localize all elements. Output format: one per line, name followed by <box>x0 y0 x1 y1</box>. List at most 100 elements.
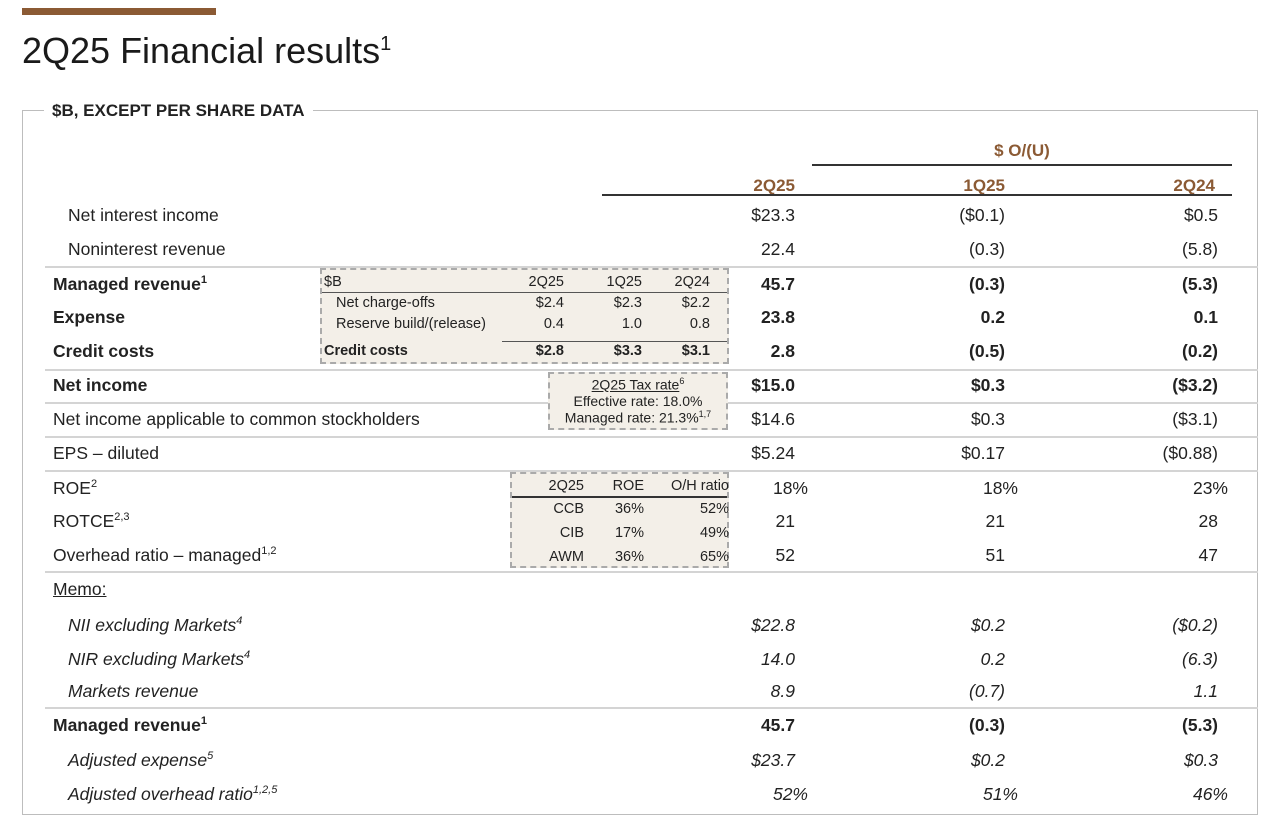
credit-box-value: $3.3 <box>613 343 642 359</box>
value-1q25-variance: 18% <box>982 478 1018 498</box>
value-1q25-variance: 51 <box>985 545 1005 565</box>
value-2q24-variance: (5.3) <box>1182 715 1218 735</box>
row-label: Memo: <box>53 579 107 599</box>
row-divider <box>45 266 1258 268</box>
value-2q24-variance: 28 <box>1198 511 1218 531</box>
table-row: Net interest income $23.3 ($0.1) $0.5 <box>0 201 1280 231</box>
credit-box-label: Reserve build/(release) <box>336 316 486 332</box>
table-row: NII excluding Markets4 $22.8 $0.2 ($0.2) <box>0 611 1280 641</box>
row-label: ROTCE2,3 <box>53 511 130 531</box>
value-2q25: 23.8 <box>760 307 795 327</box>
row-divider <box>45 369 1258 371</box>
value-1q25-variance: 0.2 <box>980 307 1005 327</box>
row-label: Markets revenue <box>68 681 199 701</box>
roe-box-header: O/H ratio <box>670 478 729 494</box>
value-1q25-variance: (0.3) <box>969 239 1005 259</box>
value-2q25: 14.0 <box>760 649 795 669</box>
row-label: Net income <box>53 375 148 395</box>
value-2q25: 22.4 <box>760 239 795 259</box>
table-row: ROTCE2,3 21 21 28 <box>0 507 1280 537</box>
value-2q24-variance: (6.3) <box>1182 649 1218 669</box>
value-2q25: 18% <box>772 478 808 498</box>
table-row: NIR excluding Markets4 14.0 0.2 (6.3) <box>0 645 1280 675</box>
value-1q25-variance: (0.7) <box>969 681 1005 701</box>
row-divider <box>45 436 1258 438</box>
value-2q25: $14.6 <box>751 409 795 429</box>
page-title: 2Q25 Financial results1 <box>22 30 392 71</box>
value-2q25: 8.9 <box>770 681 795 701</box>
row-label: Adjusted expense5 <box>68 750 214 770</box>
table-row: EPS – diluted $5.24 $0.17 ($0.88) <box>0 439 1280 469</box>
table-row: Overhead ratio – managed1,2 52 51 47 <box>0 541 1280 571</box>
segment-value: 36% <box>614 549 644 565</box>
credit-box-value: $3.1 <box>681 343 710 359</box>
value-2q25: 21 <box>775 511 795 531</box>
value-2q25: 52 <box>775 545 795 565</box>
value-2q25: $23.7 <box>751 750 795 770</box>
row-label: ROE2 <box>53 478 98 498</box>
table-row: Managed revenue1 45.7 (0.3) (5.3) <box>0 711 1280 741</box>
value-2q24-variance: ($3.1) <box>1172 409 1218 429</box>
value-2q24-variance: (0.2) <box>1182 341 1218 361</box>
header-rule <box>602 194 1232 196</box>
row-label: Net income applicable to common stockhol… <box>53 409 420 429</box>
col-header-2q24: 2Q24 <box>1173 176 1215 195</box>
row-label: Credit costs <box>53 341 155 361</box>
row-label: NIR excluding Markets4 <box>68 649 251 669</box>
value-2q25: $5.24 <box>751 443 795 463</box>
units-subtitle: $B, EXCEPT PER SHARE DATA <box>44 101 313 121</box>
value-2q25: $22.8 <box>751 615 795 635</box>
value-1q25-variance: (0.3) <box>969 274 1005 294</box>
value-2q24-variance: 47 <box>1198 545 1218 565</box>
tax-rate-title: 2Q25 Tax rate <box>591 376 680 393</box>
segment-name: CIB <box>559 525 584 541</box>
value-1q25-variance: 21 <box>985 511 1005 531</box>
table-row: Expense 23.8 0.2 0.1 <box>0 303 1280 333</box>
table-row: Noninterest revenue 22.4 (0.3) (5.8) <box>0 235 1280 265</box>
roe-box-header: 2Q25 <box>548 478 584 494</box>
segment-value: 52% <box>699 501 729 517</box>
value-1q25-variance: $0.3 <box>970 375 1005 395</box>
table-row: Memo: <box>0 575 1280 605</box>
value-1q25-variance: $0.2 <box>970 615 1005 635</box>
credit-costs-box: $B 2Q25 1Q25 2Q24 Net charge-offs $2.4 $2.3 $2.… <box>320 268 729 364</box>
table-row: Managed revenue1 45.7 (0.3) (5.3) <box>0 270 1280 300</box>
row-label: Managed revenue1 <box>53 715 207 735</box>
value-1q25-variance: (0.3) <box>969 715 1005 735</box>
credit-box-header: 2Q25 <box>528 274 564 290</box>
value-2q24-variance: 0.1 <box>1193 307 1218 327</box>
row-label: Overhead ratio – managed1,2 <box>53 545 277 565</box>
credit-box-label: Net charge-offs <box>336 295 435 311</box>
row-label: Net interest income <box>68 205 219 225</box>
value-2q24-variance: 23% <box>1192 478 1228 498</box>
table-row: Credit costs 2.8 (0.5) (0.2) <box>0 337 1280 367</box>
tax-rate-box: 2Q25 Tax rate6 Effective rate: 18.0% Man… <box>548 372 728 430</box>
variance-header: $ O/(U) <box>812 141 1232 166</box>
segment-name: AWM <box>549 549 584 565</box>
row-label: Noninterest revenue <box>68 239 226 259</box>
row-label: EPS – diluted <box>53 443 160 463</box>
value-2q25: 45.7 <box>760 274 795 294</box>
value-1q25-variance: $0.2 <box>970 750 1005 770</box>
value-1q25-variance: $0.17 <box>961 443 1005 463</box>
value-1q25-variance: ($0.1) <box>959 205 1005 225</box>
col-header-1q25: 1Q25 <box>963 176 1005 195</box>
value-2q24-variance: 46% <box>1192 784 1228 804</box>
value-2q24-variance: $0.3 <box>1183 750 1218 770</box>
row-label: Managed revenue1 <box>53 274 207 294</box>
credit-box-value: $2.8 <box>535 343 564 359</box>
row-divider <box>45 470 1258 472</box>
row-divider <box>45 571 1258 573</box>
table-row: ROE2 18% 18% 23% <box>0 474 1280 504</box>
results-frame <box>22 110 1258 815</box>
segment-value: 49% <box>699 525 729 541</box>
credit-box-header: 1Q25 <box>606 274 642 290</box>
row-label: NII excluding Markets4 <box>68 615 243 635</box>
credit-box-value: $2.2 <box>681 295 710 311</box>
table-row: Adjusted expense5 $23.7 $0.2 $0.3 <box>0 746 1280 776</box>
segment-value: 17% <box>614 525 644 541</box>
credit-box-value: 1.0 <box>621 316 642 332</box>
table-row: Adjusted overhead ratio1,2,5 52% 51% 46% <box>0 780 1280 810</box>
roe-box-header: ROE <box>612 478 644 494</box>
credit-box-header: 2Q24 <box>674 274 710 290</box>
